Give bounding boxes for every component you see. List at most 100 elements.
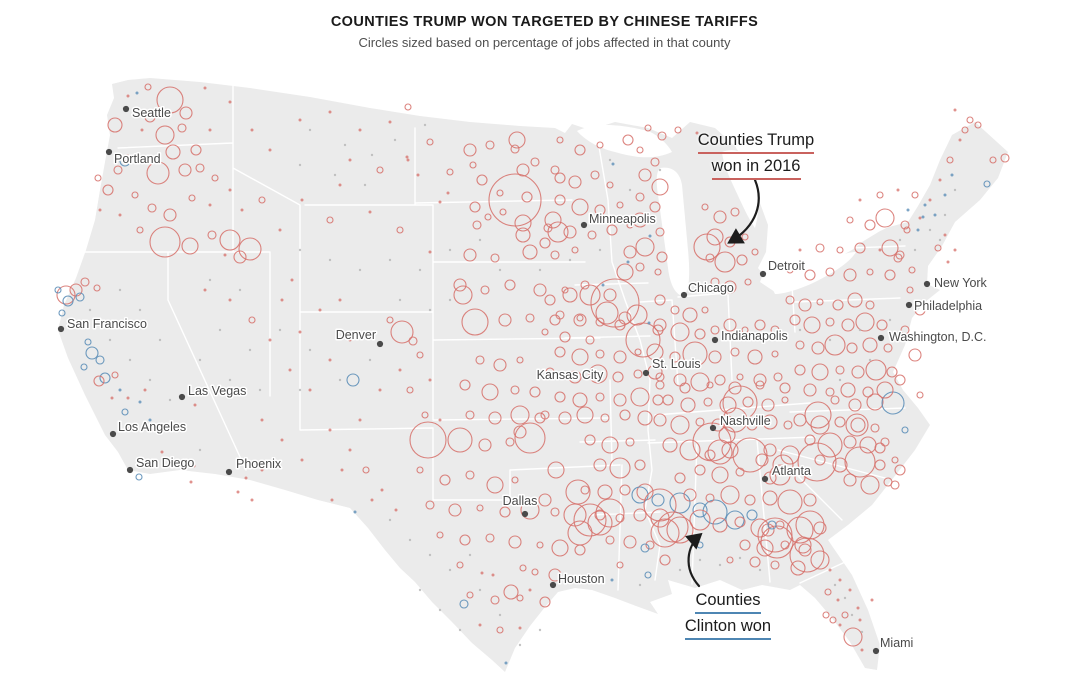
city-marker-kansas-city: Kansas City	[535, 367, 605, 384]
city-label: Seattle	[132, 106, 171, 120]
city-label: San Diego	[136, 456, 194, 470]
county-circle	[208, 128, 212, 132]
county-circle	[368, 210, 372, 214]
county-circle	[891, 456, 899, 464]
county-circle	[498, 313, 512, 327]
city-label: San Francisco	[67, 317, 147, 331]
city-dot	[109, 430, 117, 438]
city-marker-indianapolis: Indianapolis	[711, 328, 789, 345]
county-circle	[833, 583, 837, 587]
county-circle	[598, 578, 602, 582]
county-circle	[612, 371, 624, 383]
county-circle	[593, 458, 607, 472]
city-dot	[759, 270, 767, 278]
county-circle	[539, 237, 551, 249]
county-circle	[244, 476, 248, 480]
city-label: Los Angeles	[118, 420, 186, 434]
county-circle	[418, 268, 422, 272]
county-circle	[240, 208, 244, 212]
city-marker-minneapolis: Minneapolis	[580, 211, 657, 229]
county-circle	[85, 346, 99, 360]
city-dot	[225, 468, 233, 476]
county-circle	[694, 328, 706, 340]
county-circle	[478, 623, 482, 627]
county-circle	[836, 598, 840, 602]
county-circle	[207, 230, 217, 240]
county-circle	[516, 356, 524, 364]
county-circle	[505, 437, 515, 447]
county-circle	[368, 358, 372, 362]
city-label: Miami	[880, 636, 913, 650]
county-circle	[670, 322, 690, 342]
county-circle	[679, 439, 701, 461]
county-circle	[906, 286, 914, 294]
county-circle	[595, 317, 605, 327]
county-circle	[884, 269, 896, 281]
county-circle	[739, 539, 751, 551]
county-circle	[516, 163, 530, 177]
county-circle	[75, 292, 85, 302]
city-label: Philadelphia	[914, 299, 982, 313]
county-circle	[521, 191, 533, 203]
county-circles-layer	[54, 83, 1010, 665]
county-circle	[751, 248, 759, 256]
county-circle	[728, 381, 742, 395]
county-circle	[634, 348, 642, 356]
city-dot	[709, 424, 717, 432]
county-circle	[773, 372, 783, 382]
county-circle	[538, 268, 542, 272]
county-circle	[705, 493, 715, 503]
county-circle	[121, 408, 129, 416]
county-circle	[846, 216, 854, 224]
city-marker-dallas: Dallas	[501, 493, 539, 518]
county-circle	[328, 428, 332, 432]
county-circle	[843, 627, 863, 647]
county-circle	[632, 212, 648, 228]
county-circle	[250, 498, 254, 502]
county-circle	[757, 517, 793, 553]
county-circle	[628, 188, 632, 192]
county-circle	[974, 121, 982, 129]
county-circle	[192, 464, 196, 468]
city-marker-new-york: New York	[923, 275, 989, 292]
county-circle	[736, 254, 748, 266]
county-circle	[943, 193, 947, 197]
county-circle	[138, 400, 142, 404]
county-circle	[865, 300, 875, 310]
county-circle	[425, 500, 435, 510]
county-circle	[855, 312, 875, 332]
great-lakes	[577, 124, 894, 296]
county-circle	[519, 564, 527, 572]
county-circle	[608, 158, 612, 162]
county-circle	[346, 373, 360, 387]
county-circle	[353, 510, 357, 514]
county-circle	[498, 613, 502, 617]
county-circle	[394, 508, 398, 512]
county-circle	[659, 554, 671, 566]
county-circle	[734, 516, 746, 528]
county-circle	[447, 427, 473, 453]
county-circle	[900, 220, 910, 230]
county-circle	[616, 561, 624, 569]
county-circle	[358, 128, 362, 132]
city-dot	[521, 510, 529, 518]
city-marker-st-louis: St. Louis	[642, 356, 702, 377]
county-circle	[983, 180, 991, 188]
county-circle	[576, 406, 594, 424]
county-circle	[786, 266, 794, 274]
county-circle	[561, 286, 569, 294]
county-circle	[779, 382, 791, 394]
county-circle	[178, 428, 182, 432]
county-circle	[657, 511, 689, 543]
county-circle	[438, 418, 442, 422]
county-circle	[298, 330, 302, 334]
county-circle	[706, 381, 714, 389]
county-circle	[619, 484, 631, 496]
county-circle	[587, 510, 613, 536]
county-circle	[795, 340, 805, 350]
county-circle	[893, 253, 903, 263]
city-marker-detroit: Detroit	[759, 258, 807, 278]
city-label: Houston	[558, 572, 605, 586]
county-circle	[644, 124, 652, 132]
county-circle	[601, 283, 605, 287]
